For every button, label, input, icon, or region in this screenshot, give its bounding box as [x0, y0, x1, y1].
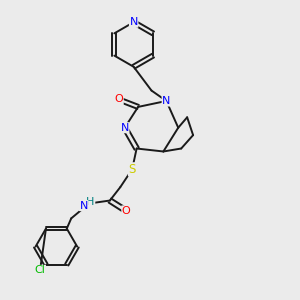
Text: S: S	[128, 163, 136, 176]
Text: Cl: Cl	[34, 266, 46, 275]
Text: N: N	[130, 17, 138, 27]
Text: N: N	[162, 96, 170, 106]
Text: N: N	[121, 123, 129, 133]
Text: H: H	[86, 197, 95, 207]
Text: N: N	[80, 201, 88, 211]
Text: O: O	[114, 94, 123, 104]
Text: O: O	[122, 206, 130, 216]
